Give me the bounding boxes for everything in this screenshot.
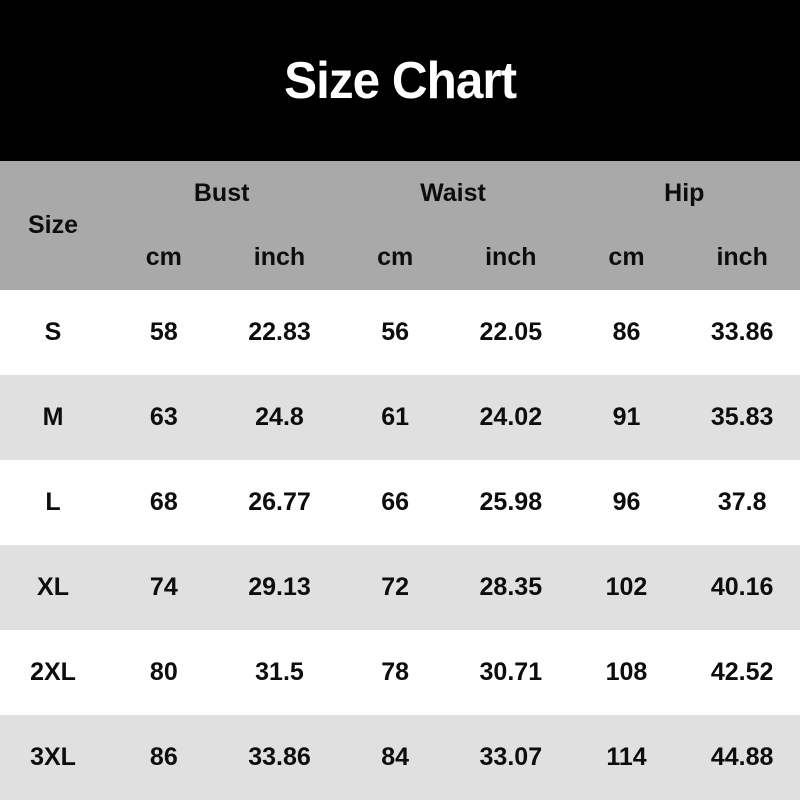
- size-cell: 3XL: [30, 743, 76, 771]
- column-header-bust-cm: cm: [145, 243, 182, 272]
- table-body: S 58 22.83 56 22.05 86 33.86 M 63 24.8 6…: [0, 290, 800, 800]
- bust-inch-cell: 22.83: [248, 318, 311, 346]
- table-row-3xl: 3XL 86 33.86 84 33.07 114 44.88: [0, 715, 800, 800]
- waist-cm-cell: 61: [381, 403, 410, 431]
- hip-inch-cell: 40.16: [710, 573, 774, 601]
- bust-inch-cell: 29.13: [248, 573, 311, 601]
- waist-inch-cell: 25.98: [479, 488, 543, 516]
- size-cell: S: [44, 318, 62, 346]
- bust-inch-cell: 26.77: [248, 488, 311, 516]
- bust-inch-cell: 24.8: [255, 403, 304, 431]
- table-row-s: S 58 22.83 56 22.05 86 33.86: [0, 290, 800, 375]
- column-group-hip: Hip: [664, 178, 705, 207]
- bust-cm-cell: 68: [149, 488, 178, 516]
- column-header-waist-inch: inch: [485, 243, 537, 272]
- title-banner: Size Chart: [0, 0, 800, 161]
- hip-inch-cell: 35.83: [710, 403, 774, 431]
- hip-inch-cell: 37.8: [717, 488, 767, 516]
- hip-cm-cell: 86: [612, 318, 641, 346]
- size-cell: XL: [37, 573, 69, 601]
- column-group-waist: Waist: [420, 178, 486, 207]
- size-cell: L: [45, 488, 61, 516]
- bust-cm-cell: 86: [149, 743, 178, 771]
- bust-cm-cell: 80: [149, 658, 178, 686]
- column-header-hip-inch: inch: [716, 243, 768, 272]
- column-header-size: Size: [27, 211, 79, 239]
- bust-inch-cell: 31.5: [255, 658, 304, 686]
- waist-inch-cell: 30.71: [479, 658, 543, 686]
- table-row-l: L 68 26.77 66 25.98 96 37.8: [0, 460, 800, 545]
- waist-inch-cell: 28.35: [479, 573, 543, 601]
- hip-cm-cell: 91: [612, 403, 641, 431]
- hip-inch-cell: 44.88: [710, 743, 774, 771]
- table-header: Size Bust Waist Hip cm inch cm inch cm i…: [0, 161, 800, 290]
- column-header-bust-inch: inch: [253, 243, 306, 272]
- size-cell: 2XL: [30, 658, 76, 686]
- waist-cm-cell: 78: [381, 658, 410, 686]
- table-row-xl: XL 74 29.13 72 28.35 102 40.16: [0, 545, 800, 630]
- hip-cm-cell: 96: [612, 488, 641, 516]
- hip-cm-cell: 102: [605, 573, 648, 601]
- bust-inch-cell: 33.86: [248, 743, 311, 771]
- waist-cm-cell: 84: [381, 743, 410, 771]
- waist-cm-cell: 56: [381, 318, 410, 346]
- waist-inch-cell: 22.05: [479, 318, 543, 346]
- waist-inch-cell: 24.02: [479, 403, 543, 431]
- column-header-waist-cm: cm: [377, 243, 414, 272]
- waist-cm-cell: 72: [381, 573, 410, 601]
- hip-cm-cell: 108: [605, 658, 648, 686]
- waist-inch-cell: 33.07: [479, 743, 543, 771]
- page-title: Size Chart: [283, 51, 517, 110]
- table-row-m: M 63 24.8 61 24.02 91 35.83: [0, 375, 800, 460]
- column-header-hip-cm: cm: [608, 243, 645, 272]
- bust-cm-cell: 63: [149, 403, 178, 431]
- table-row-2xl: 2XL 80 31.5 78 30.71 108 42.52: [0, 630, 800, 715]
- hip-cm-cell: 114: [606, 743, 647, 771]
- hip-inch-cell: 42.52: [710, 658, 774, 686]
- hip-inch-cell: 33.86: [710, 318, 774, 346]
- bust-cm-cell: 74: [149, 573, 178, 601]
- size-cell: M: [42, 403, 64, 431]
- column-group-bust: Bust: [193, 178, 250, 207]
- waist-cm-cell: 66: [381, 488, 410, 516]
- bust-cm-cell: 58: [149, 318, 178, 346]
